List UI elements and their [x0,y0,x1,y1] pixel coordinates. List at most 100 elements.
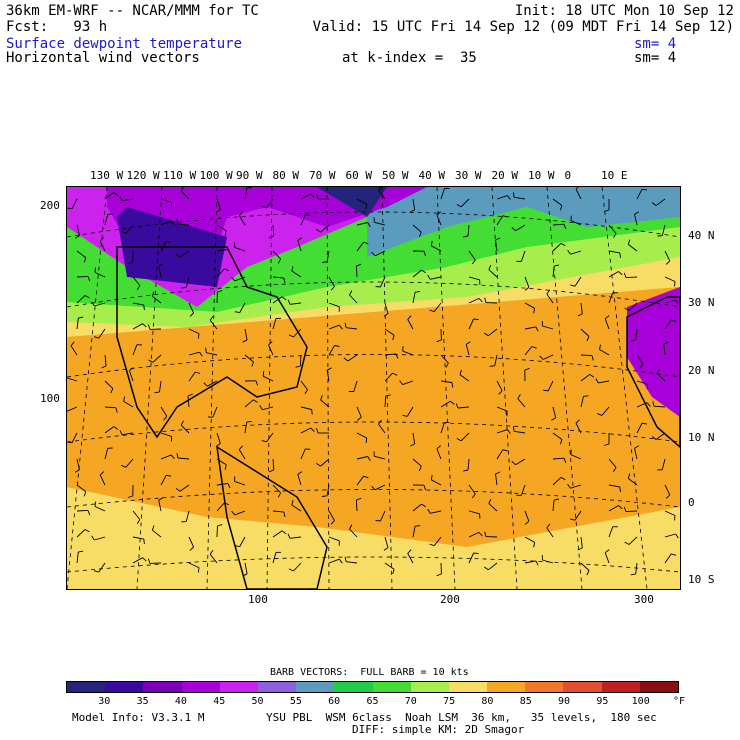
wind-barb-flag [154,391,160,394]
wind-barb-flag [363,475,369,479]
wind-barb-shaft [272,484,281,494]
wind-barb-shaft [356,456,368,460]
wind-barbs [67,187,679,577]
wind-barb-shaft [628,536,638,545]
wind-barb-flag [577,313,583,317]
wind-barb-shaft [132,536,144,540]
wind-barb-flag [597,413,603,416]
wind-barb-shaft [488,328,498,337]
model-info: Model Info: V3.3.1 M [72,711,205,724]
colorbar-label: 65 [366,696,379,707]
wind-barb-flag [624,541,630,545]
wind-barb-shaft [104,214,109,226]
wind-barb-flag [623,272,627,278]
latitude-label: 20 N [688,364,715,377]
wind-barb-shaft [299,354,302,367]
wind-barb-shaft [430,276,442,280]
wind-barb-flag [613,233,617,238]
wind-barb-flag [74,235,80,239]
wind-barb-shaft [468,250,476,261]
wind-barb-shaft [353,380,358,392]
wind-barb-shaft [290,302,302,305]
wind-barb-flag [356,497,362,501]
wind-barb-shaft [293,562,302,572]
wind-barb-flag [378,187,382,191]
wind-barb-flag [641,188,647,191]
wind-barb-flag [330,520,335,525]
longitude-label: 30 W [455,169,482,182]
wind-barb-flag [142,323,147,328]
wind-barb-flag [277,492,281,498]
wind-barb-shaft [239,536,246,547]
wind-barb-shaft [346,327,358,330]
grid-label-left-100: 100 [40,392,60,405]
wind-barb-shaft [496,195,508,200]
wind-barb-shaft [384,302,389,314]
wind-barb-flag [675,533,679,539]
africa-dry-region [627,287,680,417]
wind-barb-flag [326,367,332,371]
wind-barb-shaft [552,243,562,252]
wind-barb-flag [402,414,408,417]
wind-barb-shaft [599,349,610,356]
wind-barb-flag [563,224,567,230]
wind-barb-flag [583,395,589,397]
colorbar-swatch [296,682,335,692]
plot-title: 36km EM-WRF -- NCAR/MMM for TC [6,3,259,19]
wind-barb-flag [371,485,376,491]
wind-barb-flag [175,253,181,258]
wind-barb-flag [175,487,181,492]
wind-barb-shaft [524,346,533,356]
wind-barb-shaft [216,224,227,232]
wind-barb-shaft [132,276,141,286]
wind-barb-flag [180,420,184,426]
wind-barb-shaft [99,474,106,486]
wind-barb-flag [209,549,214,555]
wind-barb-shaft [440,380,452,383]
wind-barb-flag [674,281,676,287]
wind-barb-flag [356,263,362,267]
wind-barb-shaft [580,374,591,382]
wind-barb-flag [613,467,617,472]
forecast-hour: Fcst: 93 h [6,19,108,35]
wind-barb-shaft [234,276,246,282]
wind-barb-shaft [664,510,676,516]
wind-barb-flag [517,394,521,399]
wind-barb-flag [187,393,193,397]
wind-barb-flag [604,315,610,320]
wind-barb-flag [246,420,252,423]
wind-barb-shaft [346,561,358,564]
wind-barb-flag [227,483,231,489]
wind-barb-flag [365,437,368,443]
wind-barb-flag [630,573,636,576]
wind-barb-shaft [300,380,308,391]
wind-barb-shaft [580,354,593,357]
north-america-coast [116,246,308,439]
colorbar-swatch [143,682,182,692]
wind-barb-shaft [433,536,442,546]
wind-barb-shaft [608,505,619,512]
wind-barb-flag [87,276,91,282]
wind-barb-flag [429,543,435,547]
wind-barb-shaft [574,276,582,287]
wind-barb-shaft [300,193,312,200]
wind-barb-flag [378,419,382,425]
wind-barb-shaft [355,499,358,512]
blue-region [367,187,680,257]
wind-barb-flag [604,209,610,212]
wind-barb-flag [586,570,590,576]
wind-barb-flag [524,367,530,371]
wind-barb-shaft [244,562,248,574]
wind-barb-shaft [244,328,248,340]
dry-north-region [317,187,387,217]
init-time: Init: 18 UTC Mon 10 Sep 12 [514,3,734,19]
wind-barb-flag [310,193,315,198]
wind-barb-shaft [209,554,218,564]
field2-label: Horizontal wind vectors [6,50,200,66]
valid-time: Valid: 15 UTC Fri 14 Sep 12 (09 MDT Fri … [312,19,734,35]
wind-barb-flag [251,361,254,367]
wind-barb-shaft [216,458,227,466]
wind-barb-flag [338,324,343,330]
colorbar-label: 45 [213,696,226,707]
wind-barb-shaft [104,448,109,460]
